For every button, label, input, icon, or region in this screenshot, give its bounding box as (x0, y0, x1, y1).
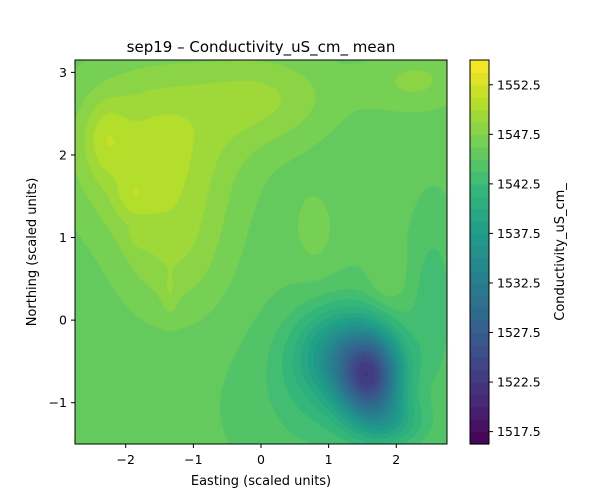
y-axis-label: Northing (scaled units) (25, 178, 40, 327)
y-axis: −1 0 1 2 3 (49, 65, 75, 410)
colorbar-ticks: 1517.5 1522.5 1527.5 1532.5 1537.5 1542.5 1547… (489, 77, 541, 439)
colorbar-tick-label: 1547.5 (497, 127, 541, 142)
colorbar-level (470, 419, 489, 433)
colorbar-level (470, 196, 489, 210)
colorbar-level (470, 406, 489, 420)
colorbar-label: Conductivity_uS_cm_ (553, 183, 568, 321)
colorbar-level (470, 295, 489, 309)
colorbar-level (470, 270, 489, 284)
y-tick-label: 1 (59, 230, 67, 245)
colorbar-level (470, 171, 489, 185)
colorbar-level (470, 60, 489, 73)
y-tick-label: 3 (59, 65, 67, 80)
colorbar-level (470, 332, 489, 346)
x-tick-label: −1 (184, 452, 202, 467)
colorbar-tick-label: 1532.5 (497, 275, 541, 290)
x-tick-label: 2 (392, 452, 400, 467)
colorbar-tick-label: 1522.5 (497, 375, 541, 390)
colorbar (470, 60, 489, 445)
colorbar-level (470, 344, 489, 358)
colorbar-level (470, 369, 489, 383)
x-tick-label: 1 (325, 452, 333, 467)
colorbar-tick-label: 1552.5 (497, 77, 541, 92)
colorbar-tick-label: 1517.5 (497, 424, 541, 439)
colorbar-tick-label: 1527.5 (497, 325, 541, 340)
x-tick-label: −2 (117, 452, 135, 467)
colorbar-level (470, 282, 489, 296)
x-axis: −2 −1 0 1 2 (117, 444, 400, 467)
colorbar-level (470, 183, 489, 197)
colorbar-level (470, 245, 489, 259)
x-tick-label: 0 (257, 452, 265, 467)
colorbar-level (470, 72, 489, 86)
colorbar-level (470, 84, 489, 98)
chart-title: sep19 – Conductivity_uS_cm_ mean (127, 38, 396, 57)
y-tick-label: 0 (59, 313, 67, 328)
colorbar-level (470, 208, 489, 222)
colorbar-level (470, 134, 489, 148)
colorbar-level (470, 146, 489, 160)
colorbar-tick-label: 1537.5 (497, 226, 541, 241)
colorbar-tick-label: 1542.5 (497, 176, 541, 191)
colorbar-level (470, 382, 489, 396)
colorbar-level (470, 159, 489, 173)
colorbar-level (470, 357, 489, 371)
colorbar-level (470, 258, 489, 272)
colorbar-level (470, 320, 489, 334)
colorbar-level (470, 394, 489, 408)
colorbar-level (470, 221, 489, 235)
colorbar-level (470, 97, 489, 111)
y-tick-label: −1 (49, 395, 67, 410)
y-tick-label: 2 (59, 147, 67, 162)
x-axis-label: Easting (scaled units) (191, 474, 331, 489)
colorbar-level (470, 109, 489, 123)
colorbar-level (470, 233, 489, 247)
colorbar-frame (469, 59, 490, 445)
colorbar-level (470, 431, 489, 445)
contour-plot-area (75, 60, 447, 444)
contour-field (75, 60, 447, 444)
colorbar-level (470, 121, 489, 135)
colorbar-level (470, 307, 489, 321)
